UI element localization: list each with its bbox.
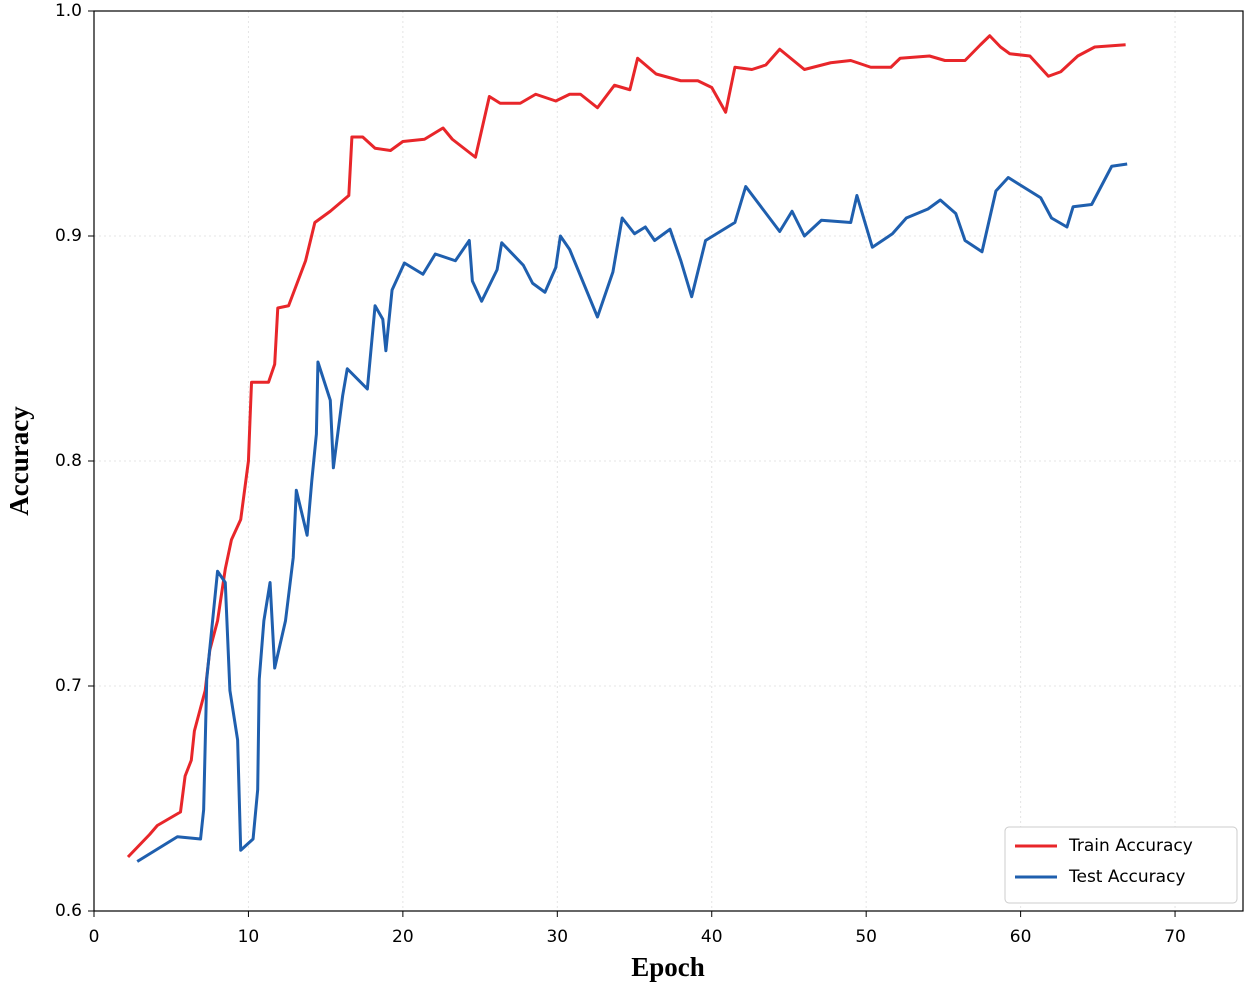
- legend-box: [1004, 826, 1238, 904]
- line-series: [126, 34, 1126, 859]
- line-series: [136, 162, 1128, 863]
- x-tick-label: 0: [89, 927, 100, 947]
- x-tick-label: 20: [392, 927, 414, 947]
- legend-label: Test Accuracy: [1068, 867, 1186, 887]
- x-tick-label: 70: [1164, 927, 1186, 947]
- legend-label: Train Accuracy: [1068, 836, 1193, 856]
- x-tick-label: 30: [546, 927, 568, 947]
- x-tick-label: 10: [238, 927, 260, 947]
- x-tick-label: 40: [701, 927, 723, 947]
- y-tick-label: 0.9: [55, 226, 82, 246]
- y-tick-label: 1.0: [55, 1, 82, 21]
- y-tick-label: 0.8: [55, 451, 82, 471]
- x-axis-label: Epoch: [631, 952, 705, 982]
- x-tick-label: 60: [1010, 927, 1032, 947]
- x-tick-label: 50: [855, 927, 877, 947]
- y-tick-label: 0.7: [55, 676, 82, 696]
- y-axis-label: Accuracy: [4, 406, 34, 516]
- y-tick-label: 0.6: [55, 901, 82, 921]
- plot-frame: [93, 10, 1244, 912]
